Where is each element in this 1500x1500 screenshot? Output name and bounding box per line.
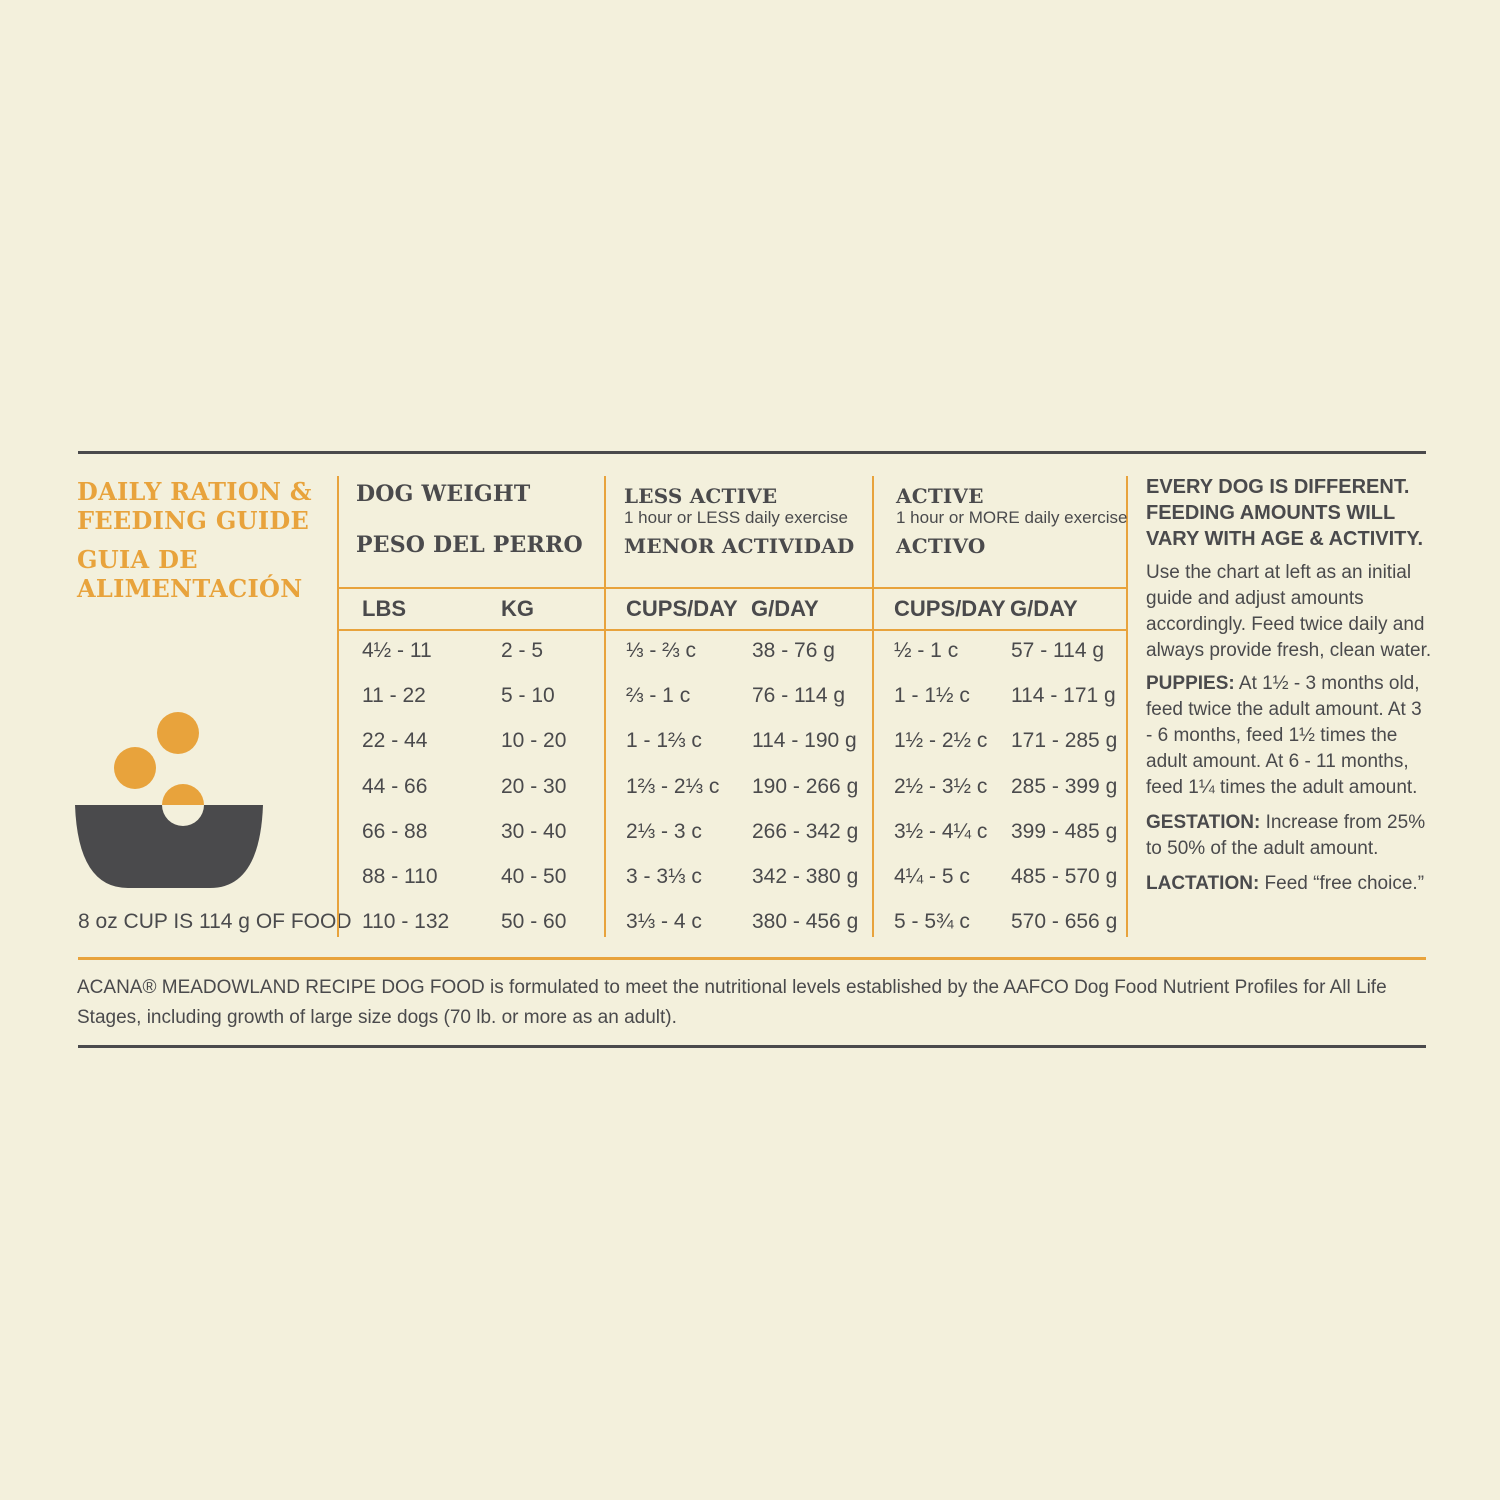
cell-active-cups: 2½ - 3½ c xyxy=(894,775,988,798)
group-dog-weight: DOG WEIGHT PESO DEL PERRO xyxy=(356,481,583,558)
cell-less-cups: 1 - 1⅔ c xyxy=(626,729,702,752)
cell-lbs: 110 - 132 xyxy=(362,910,450,933)
cup-note: 8 oz CUP IS 114 g OF FOOD xyxy=(78,910,352,933)
group-less-active: LESS ACTIVE 1 hour or LESS daily exercis… xyxy=(624,484,854,558)
cell-active-cups: 4¼ - 5 c xyxy=(894,865,970,888)
cell-less-grams: 38 - 76 g xyxy=(752,639,835,662)
bowl-icon xyxy=(75,712,263,888)
feeding-notes: EVERY DOG IS DIFFERENT. FEEDING AMOUNTS … xyxy=(1146,474,1432,897)
notes-puppies: PUPPIES: At 1½ - 3 months old, feed twic… xyxy=(1146,671,1432,801)
cell-less-grams: 266 - 342 g xyxy=(752,820,859,843)
cell-less-grams: 342 - 380 g xyxy=(752,865,859,888)
puppies-text: At 1½ - 3 months old, feed twice the adu… xyxy=(1146,673,1422,798)
lactation-label: LACTATION: xyxy=(1146,873,1260,894)
cell-active-grams: 485 - 570 g xyxy=(1011,865,1118,888)
cell-less-cups: 1⅔ - 2⅓ c xyxy=(626,775,720,798)
cell-lbs: 66 - 88 xyxy=(362,820,428,843)
notes-headline: EVERY DOG IS DIFFERENT. FEEDING AMOUNTS … xyxy=(1146,476,1424,550)
cell-kg: 5 - 10 xyxy=(501,684,555,707)
header-rule-2 xyxy=(338,629,1127,631)
cell-less-cups: 3⅓ - 4 c xyxy=(626,910,702,933)
footer-orange-rule xyxy=(78,957,1426,960)
cell-less-cups: 2⅓ - 3 c xyxy=(626,820,702,843)
cell-active-grams: 570 - 656 g xyxy=(1011,910,1118,933)
cell-kg: 50 - 60 xyxy=(501,910,567,933)
title-es-line2: ALIMENTACIÓN xyxy=(77,574,303,603)
cell-active-grams: 285 - 399 g xyxy=(1011,775,1118,798)
col-less-grams: G/DAY xyxy=(751,596,819,621)
active-en: ACTIVE xyxy=(896,484,984,508)
top-rule xyxy=(78,451,1426,454)
divider-3 xyxy=(872,476,874,937)
title-en-line1: DAILY RATION & xyxy=(77,477,312,506)
divider-1 xyxy=(337,476,339,937)
bottom-rule xyxy=(78,1045,1426,1048)
aafco-statement: ACANA® MEADOWLAND RECIPE DOG FOOD is for… xyxy=(77,977,1387,1028)
cell-active-cups: 5 - 5¾ c xyxy=(894,910,970,933)
lactation-text: Feed “free choice.” xyxy=(1259,873,1425,894)
header-rule-1 xyxy=(338,587,1127,589)
cell-active-grams: 399 - 485 g xyxy=(1011,820,1118,843)
cell-kg: 40 - 50 xyxy=(501,865,567,888)
col-less-cups: CUPS/DAY xyxy=(626,596,738,621)
cell-kg: 10 - 20 xyxy=(501,729,567,752)
col-active-grams: G/DAY xyxy=(1010,596,1078,621)
guide-title: DAILY RATION & FEEDING GUIDE GUIA DE ALI… xyxy=(77,477,327,603)
cell-less-grams: 380 - 456 g xyxy=(752,910,859,933)
divider-2 xyxy=(604,476,606,937)
cell-kg: 2 - 5 xyxy=(501,639,544,662)
cell-lbs: 88 - 110 xyxy=(362,865,438,888)
bowl-body xyxy=(75,805,263,888)
active-es: ACTIVO xyxy=(896,534,986,558)
cell-lbs: 22 - 44 xyxy=(362,729,428,752)
group-active: ACTIVE 1 hour or MORE daily exercise ACT… xyxy=(896,484,1127,558)
gestation-text: Increase from 25% to 50% of the adult am… xyxy=(1146,812,1426,859)
cell-kg: 20 - 30 xyxy=(501,775,567,798)
cell-less-grams: 76 - 114 g xyxy=(752,684,846,707)
title-es-line1: GUIA DE xyxy=(77,545,198,574)
col-lbs: LBS xyxy=(362,596,406,621)
dog-weight-es: PESO DEL PERRO xyxy=(356,532,583,558)
cell-active-grams: 57 - 114 g xyxy=(1011,639,1105,662)
cell-active-grams: 114 - 171 g xyxy=(1011,684,1116,707)
kibble-3-inner xyxy=(162,805,204,826)
notes-lactation: LACTATION: Feed “free choice.” xyxy=(1146,871,1432,897)
dog-weight-en: DOG WEIGHT xyxy=(356,481,531,507)
col-kg: KG xyxy=(501,596,534,621)
cell-lbs: 44 - 66 xyxy=(362,775,428,798)
kibble-1 xyxy=(157,712,199,754)
notes-intro: Use the chart at left as an initial guid… xyxy=(1146,562,1432,661)
less-active-es: MENOR ACTIVIDAD xyxy=(624,534,855,558)
col-active-cups: CUPS/DAY xyxy=(894,596,1006,621)
title-en-line2: FEEDING GUIDE xyxy=(77,506,310,535)
kibble-3 xyxy=(162,784,204,805)
kibble-2 xyxy=(114,747,156,789)
cell-less-cups: ⅓ - ⅔ c xyxy=(626,639,697,662)
cell-less-cups: ⅔ - 1 c xyxy=(626,684,691,707)
cell-less-cups: 3 - 3⅓ c xyxy=(626,865,702,888)
cell-lbs: 11 - 22 xyxy=(362,684,426,707)
less-active-en: LESS ACTIVE xyxy=(624,484,778,508)
cell-kg: 30 - 40 xyxy=(501,820,567,843)
less-active-sub: 1 hour or LESS daily exercise xyxy=(624,508,848,527)
cell-active-cups: 1½ - 2½ c xyxy=(894,729,988,752)
cell-active-cups: 3½ - 4¼ c xyxy=(894,820,988,843)
cell-less-grams: 190 - 266 g xyxy=(752,775,859,798)
gestation-label: GESTATION: xyxy=(1146,812,1261,833)
cell-lbs: 4½ - 11 xyxy=(362,639,432,662)
active-sub: 1 hour or MORE daily exercise xyxy=(896,508,1128,527)
cell-less-grams: 114 - 190 g xyxy=(752,729,857,752)
puppies-label: PUPPIES: xyxy=(1146,673,1235,694)
cell-active-grams: 171 - 285 g xyxy=(1011,729,1118,752)
cell-active-cups: 1 - 1½ c xyxy=(894,684,970,707)
cell-active-cups: ½ - 1 c xyxy=(894,639,959,662)
divider-4 xyxy=(1126,476,1128,937)
notes-gestation: GESTATION: Increase from 25% to 50% of t… xyxy=(1146,810,1432,862)
